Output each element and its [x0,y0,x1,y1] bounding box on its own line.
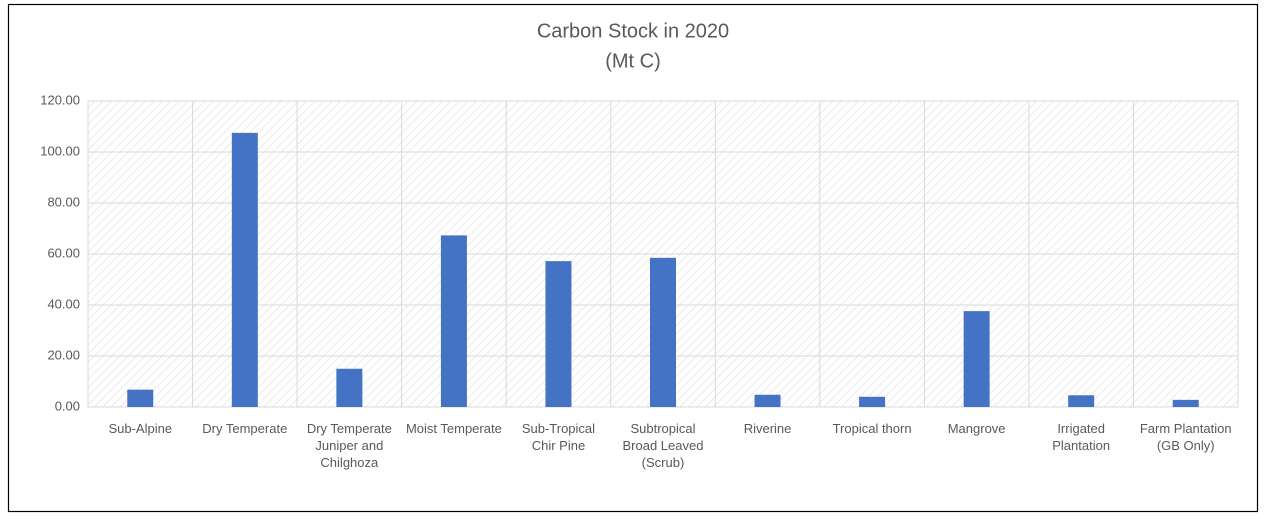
x-tick-label: Moist Temperate [405,421,502,436]
bar [650,257,676,407]
x-tick-label: Sub-Alpine [108,421,173,436]
y-tick-label: 100.00 [40,143,80,158]
bar [545,261,572,407]
y-tick-label: 20.00 [47,347,80,362]
x-tick-label: Tropical thorn [832,421,912,436]
x-tick-label: Riverine [743,421,792,436]
y-tick-label: 60.00 [47,245,80,260]
bar [1172,399,1199,407]
x-tick-label: Dry Temperate [202,421,288,436]
y-tick-label: 120.00 [40,92,80,107]
x-tick-label: Subtropical Broad Leaved (Scrub) [622,421,704,470]
bar [440,235,467,407]
chart-subtitle: (Mt C) [605,50,661,72]
y-tick-label: 40.00 [47,296,80,311]
bar [963,311,990,407]
bar [859,396,886,407]
x-tick-label: Dry Temperate Juniper and Chilghoza [306,421,392,470]
bar [1068,395,1095,407]
bar [231,132,258,407]
bar [754,394,781,407]
bar [127,389,154,407]
y-tick-label: 80.00 [47,194,80,209]
chart-title: Carbon Stock in 2020 [537,20,729,42]
x-tick-label: Sub-Tropical Chir Pine [521,421,596,453]
y-tick-label: 0.00 [55,398,80,413]
bar [336,368,363,407]
x-tick-label: Farm Plantation (GB Only) [1139,421,1232,453]
x-tick-label: Irrigated Plantation [1052,421,1111,453]
x-tick-label: Mangrove [947,421,1006,436]
